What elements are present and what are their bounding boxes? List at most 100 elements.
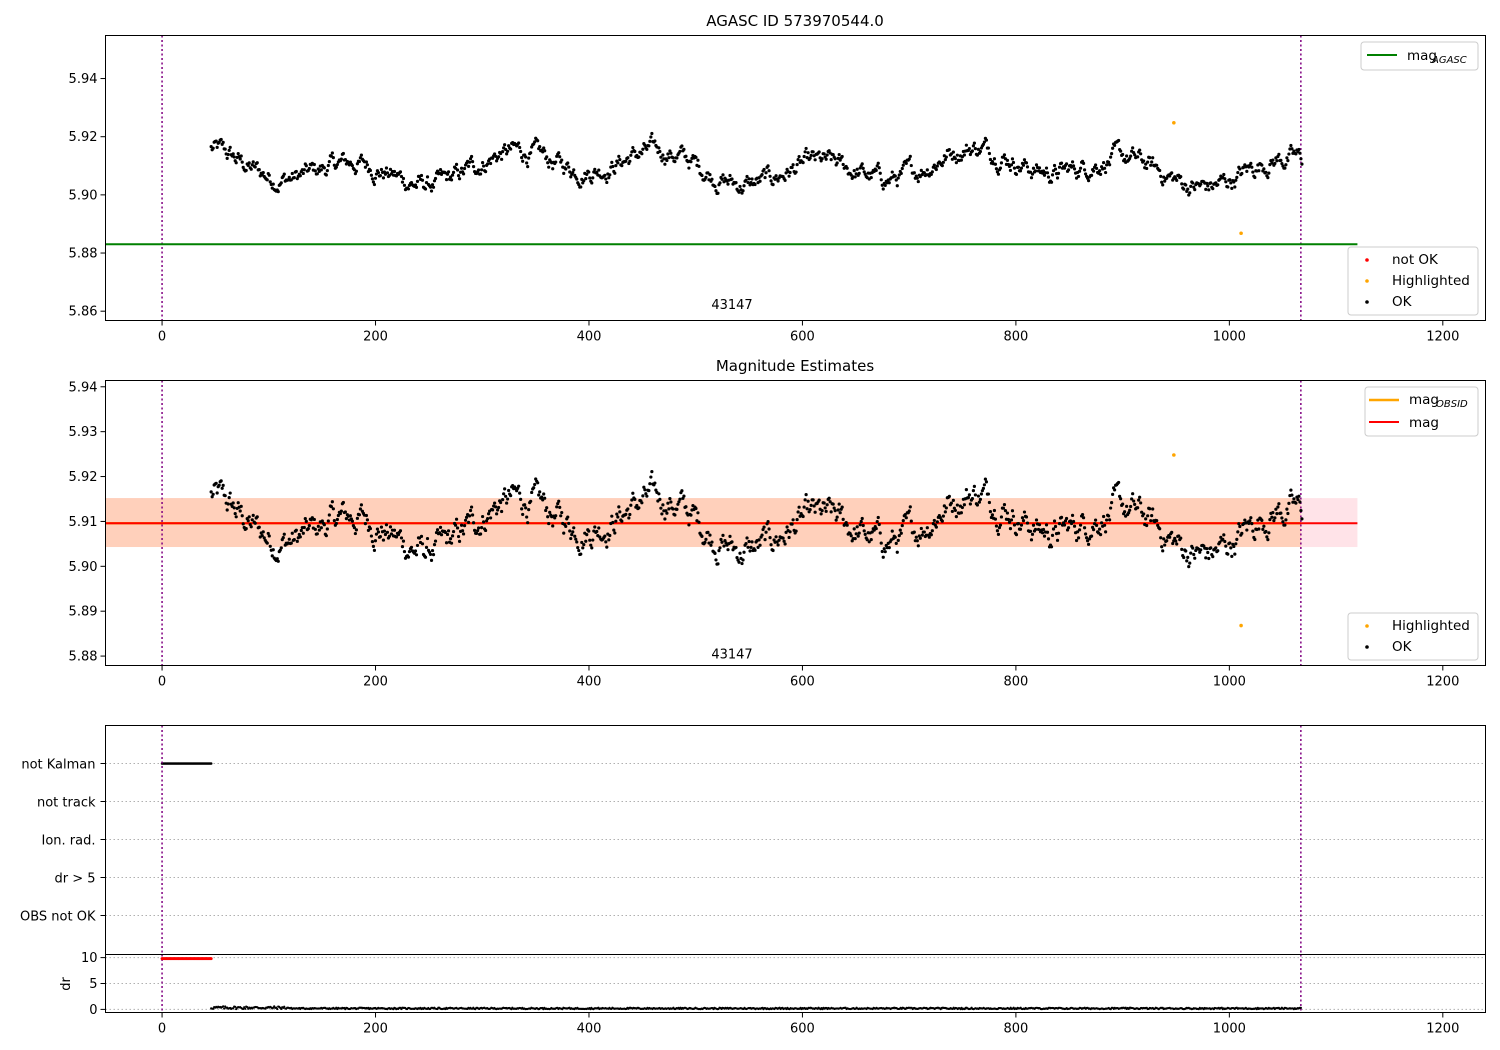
ok-point [1283, 166, 1287, 170]
ok-point [607, 176, 611, 180]
ok-point [1267, 171, 1271, 175]
ok-point [564, 524, 568, 529]
y-tick-label: 5.88 [69, 247, 98, 262]
ok-point [1111, 492, 1115, 497]
ok-point [967, 146, 971, 151]
ok-point [574, 537, 578, 541]
ok-point [726, 548, 730, 552]
ok-point [769, 179, 773, 183]
ok-point [1230, 186, 1234, 191]
ok-point [551, 167, 555, 171]
ok-point [747, 177, 751, 181]
ok-point [1299, 157, 1303, 161]
ok-point [1234, 178, 1238, 182]
ok-point [741, 189, 745, 193]
ok-point [761, 527, 765, 532]
ok-point [575, 177, 579, 181]
ok-point [1034, 163, 1039, 167]
ok-point [730, 540, 734, 544]
ok-point [326, 163, 330, 168]
ok-point [1170, 171, 1174, 175]
ok-point [1250, 522, 1254, 526]
ok-point [1253, 175, 1257, 180]
ok-point [482, 164, 486, 168]
ok-point [454, 517, 459, 521]
ok-point [1145, 166, 1149, 171]
ok-point [1139, 501, 1143, 505]
ok-point [1046, 175, 1051, 179]
ok-point [640, 152, 644, 156]
ok-point [1285, 507, 1289, 511]
ok-point [1234, 542, 1238, 546]
ok-point [220, 486, 224, 490]
ok-point [882, 547, 886, 551]
ok-point [766, 164, 770, 168]
ok-point [1103, 523, 1107, 527]
ok-point [642, 485, 646, 489]
ok-point [517, 141, 521, 145]
ok-point [1064, 162, 1069, 166]
ok-point [951, 150, 955, 154]
ok-point [766, 519, 770, 524]
ok-point [430, 548, 435, 553]
ok-point [597, 168, 601, 172]
ok-point [493, 501, 497, 505]
ok-point [505, 152, 509, 156]
ok-point [716, 562, 720, 566]
ok-point [435, 528, 440, 532]
ok-point [239, 154, 243, 158]
ok-point [331, 156, 335, 160]
ok-point [677, 500, 681, 504]
ok-point [1270, 515, 1274, 519]
ok-point [234, 161, 238, 165]
ok-point [1277, 502, 1281, 506]
ok-point [808, 156, 812, 160]
ok-point [785, 525, 789, 529]
ok-point [1018, 169, 1023, 173]
ok-point [1091, 528, 1096, 532]
x-tick-label: 1200 [1426, 1022, 1459, 1037]
ok-point [874, 168, 878, 173]
ok-point [804, 493, 808, 497]
ok-point [879, 178, 883, 182]
ok-point [696, 158, 700, 162]
ok-point [805, 507, 809, 511]
ok-point [587, 170, 591, 174]
ok-point [860, 516, 864, 521]
ok-point [951, 498, 955, 502]
ok-point [783, 542, 787, 546]
ok-point [467, 514, 472, 518]
ok-point [745, 536, 749, 540]
ok-point [304, 519, 308, 523]
ok-point [801, 514, 805, 519]
ok-point [675, 507, 679, 511]
ok-point [1185, 559, 1189, 563]
ok-point [676, 502, 680, 506]
ok-point [507, 488, 511, 493]
ok-point [932, 518, 936, 523]
ok-point [299, 528, 303, 533]
ok-point [1042, 534, 1047, 538]
ok-point [972, 141, 977, 145]
ok-point [476, 526, 481, 530]
ok-point [225, 156, 229, 160]
ok-point [1188, 191, 1192, 195]
ok-point [916, 179, 920, 184]
ok-point [316, 524, 320, 528]
ok-point [918, 536, 922, 540]
ok-point [546, 515, 550, 519]
ok-point [984, 138, 989, 142]
panel-2-frame [105, 380, 1486, 666]
ok-point [703, 540, 707, 544]
ok-point [387, 534, 392, 538]
ok-point [238, 509, 242, 513]
ok-point [307, 524, 311, 528]
ok-point [1184, 549, 1188, 553]
ok-point [1193, 556, 1197, 560]
ok-point [834, 518, 838, 522]
ok-point [744, 178, 748, 182]
ok-point [1159, 536, 1163, 540]
ok-point [459, 523, 464, 527]
ok-point [533, 140, 537, 144]
ok-point [532, 486, 536, 490]
